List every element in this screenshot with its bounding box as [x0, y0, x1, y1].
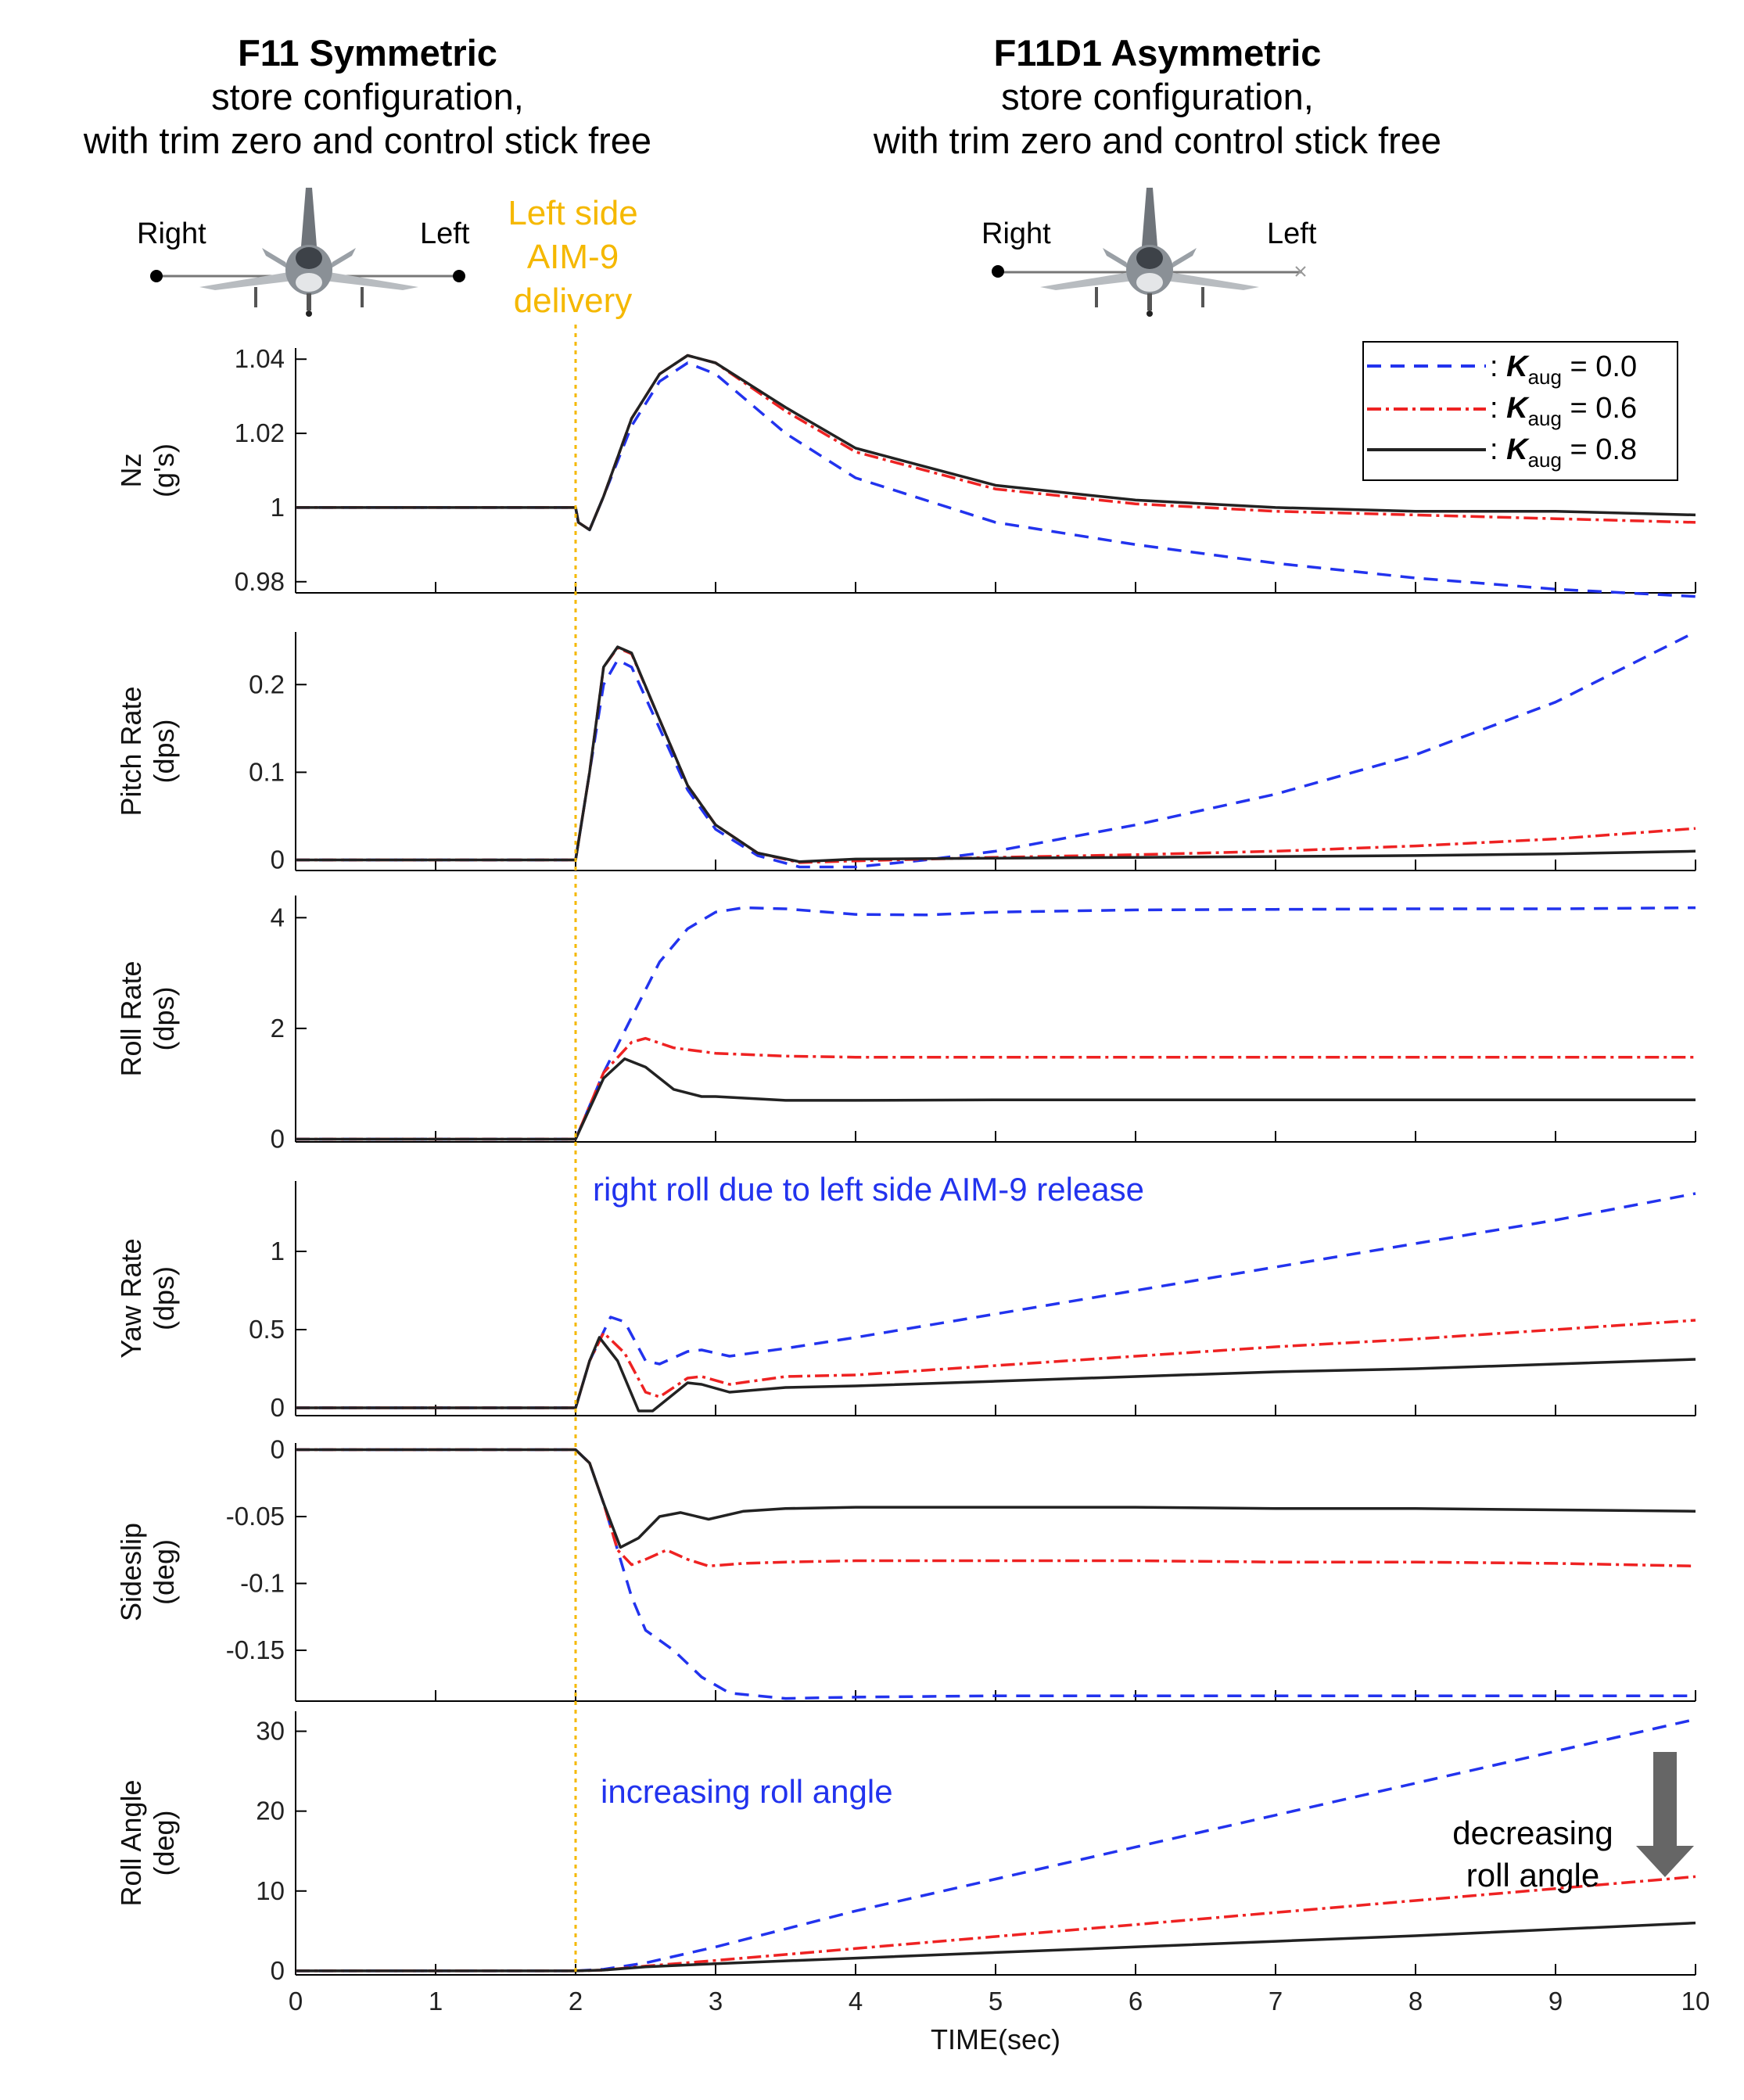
- panel-4: 1 0.5 0 Yaw Rate(dps): [115, 1181, 1696, 1422]
- y-axis-label: Sideslip(deg): [115, 1523, 180, 1621]
- left-config-line3: with trim zero and control stick free: [83, 120, 652, 161]
- legend-label-k0: : Kaug = 0.0: [1490, 350, 1637, 389]
- x-axis-label: TIME(sec): [931, 2023, 1060, 2055]
- series-line-k08: [296, 1921, 1696, 1973]
- delivery-line1: Left side: [508, 194, 638, 232]
- series-line-k06: [296, 1036, 1696, 1141]
- y-tick-label: 4: [271, 903, 285, 932]
- series-line-k06: [296, 1319, 1696, 1409]
- x-tick-label: 9: [1548, 1987, 1563, 2016]
- y-tick-label: 20: [256, 1797, 285, 1825]
- y-axis-label: Nz(g's): [115, 443, 180, 497]
- y-tick-label: 10: [256, 1876, 285, 1905]
- delivery-line3: delivery: [513, 282, 633, 320]
- y-axis-label: Pitch Rate(dps): [115, 686, 180, 816]
- y-tick-label: 0.1: [249, 757, 285, 786]
- series-line-k08: [296, 1336, 1696, 1413]
- aircraft-icon-asymmetric: [997, 188, 1302, 317]
- y-tick-label: 30: [256, 1717, 285, 1746]
- panel-6: 30 20 10 0 Roll Angle(deg): [115, 1711, 1696, 1985]
- series-line-k06: [296, 646, 1696, 864]
- series-line-k0: [296, 906, 1696, 1141]
- y-tick-label: -0.1: [240, 1569, 285, 1598]
- series-line-k0: [296, 630, 1696, 869]
- right-wingtip-store-icon: [992, 265, 1004, 278]
- annotation-right-roll: right roll due to left side AIM-9 releas…: [593, 1171, 1144, 1208]
- x-tick-label: 8: [1408, 1987, 1423, 2016]
- x-tick-label: 1: [429, 1987, 443, 2016]
- series-line-k0: [296, 1448, 1696, 1700]
- left-config-line2: store configuration,: [211, 76, 524, 117]
- y-tick-label: 0.98: [235, 567, 285, 596]
- panel-5: 0 -0.05 -0.1 -0.15 Sideslip(deg): [115, 1435, 1696, 1702]
- y-tick-label: 1: [271, 493, 285, 522]
- x-axis: 0 1 2 3 4 5 6 7 8 9 10 TIME(sec): [289, 1987, 1710, 2055]
- right-config-line3: with trim zero and control stick free: [873, 120, 1442, 161]
- right-config-line2: store configuration,: [1001, 76, 1314, 117]
- down-arrow-icon: [1636, 1752, 1694, 1877]
- panel-1: 1.04 1.02 1 0.98 Nz(g's): [115, 344, 1696, 598]
- x-tick-label: 5: [989, 1987, 1003, 2016]
- annotation-decreasing-line2: roll angle: [1466, 1857, 1599, 1894]
- legend: : Kaug = 0.0 : Kaug = 0.6 : Kaug = 0.8: [1362, 341, 1678, 481]
- x-tick-label: 2: [569, 1987, 583, 2016]
- y-tick-label: 0: [271, 1435, 285, 1464]
- delivery-label: Left side AIM-9 delivery: [469, 192, 676, 323]
- x-tick-label: 0: [289, 1987, 303, 2016]
- legend-label-k06: : Kaug = 0.6: [1490, 392, 1637, 430]
- annotation-increasing-roll-angle: increasing roll angle: [601, 1773, 893, 1810]
- y-tick-label: 1.02: [235, 418, 285, 447]
- right-diagram-left-label: Left: [1267, 217, 1317, 250]
- y-tick-label: 1: [271, 1237, 285, 1265]
- x-tick-label: 6: [1129, 1987, 1143, 2016]
- x-tick-label: 4: [849, 1987, 863, 2016]
- left-wingtip-store-icon: [453, 270, 465, 282]
- delivery-line2: AIM-9: [526, 238, 619, 276]
- series-line-k0: [296, 1718, 1696, 1973]
- y-tick-label: 0: [271, 1124, 285, 1153]
- y-axis-label: Yaw Rate(dps): [115, 1238, 180, 1358]
- y-axis-label: Roll Rate(dps): [115, 960, 180, 1076]
- y-tick-label: -0.05: [226, 1502, 285, 1531]
- y-tick-label: 1.04: [235, 344, 285, 373]
- x-tick-label: 3: [709, 1987, 723, 2016]
- right-config-title: F11D1 Asymmetric: [993, 32, 1322, 74]
- left-diagram-right-label: Right: [137, 217, 206, 250]
- y-axis-label: Roll Angle(deg): [115, 1779, 180, 1906]
- x-tick-label: 7: [1269, 1987, 1283, 2016]
- annotation-decreasing-line1: decreasing: [1452, 1815, 1613, 1851]
- left-diagram-left-label: Left: [420, 217, 470, 250]
- left-config-header: F11 Symmetric store configuration, with …: [16, 31, 719, 163]
- series-line-k08: [296, 1057, 1696, 1141]
- x-tick-label: 10: [1681, 1987, 1710, 2016]
- right-wingtip-store-icon: [150, 270, 163, 282]
- y-tick-label: 0: [271, 1393, 285, 1422]
- panels-group: 1.04 1.02 1 0.98 Nz(g's) 0.2 0.1 0 Pitch Rate(dp…: [115, 344, 1696, 1985]
- released-store-x-icon: [1295, 266, 1306, 277]
- series-line-k08: [296, 645, 1696, 863]
- y-tick-label: 0: [271, 845, 285, 874]
- right-config-header: F11D1 Asymmetric store configuration, wi…: [806, 31, 1509, 163]
- panel-2: 0.2 0.1 0 Pitch Rate(dps): [115, 630, 1696, 874]
- y-tick-label: -0.15: [226, 1635, 285, 1664]
- aircraft-icon-symmetric: [156, 188, 461, 317]
- legend-label-k08: : Kaug = 0.8: [1490, 433, 1637, 472]
- y-tick-label: 0.2: [249, 669, 285, 698]
- y-tick-label: 0.5: [249, 1315, 285, 1344]
- series-line-k0: [296, 1192, 1696, 1409]
- series-line-k08: [296, 1448, 1696, 1549]
- series-line-k08: [296, 354, 1696, 532]
- y-tick-label: 0: [271, 1956, 285, 1985]
- panel-3: 4 2 0 Roll Rate(dps): [115, 896, 1696, 1153]
- y-tick-label: 2: [271, 1014, 285, 1043]
- right-diagram-right-label: Right: [981, 217, 1051, 250]
- left-config-title: F11 Symmetric: [238, 32, 497, 74]
